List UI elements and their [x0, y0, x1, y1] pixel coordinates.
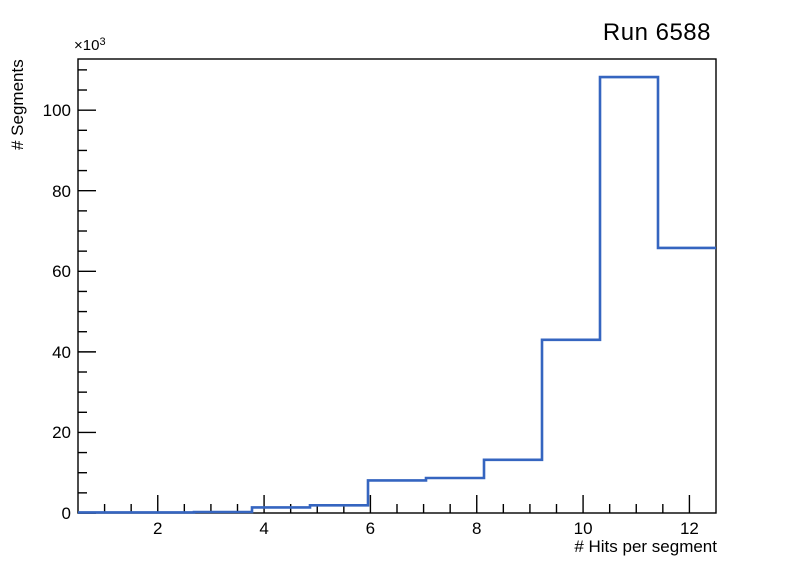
histogram-step-line — [78, 75, 716, 514]
x-tick-label-12: 12 — [679, 519, 699, 538]
x-tick-label-6: 6 — [365, 519, 376, 538]
x-tick-label-4: 4 — [259, 519, 269, 538]
x-axis-title: # Hits per segment — [574, 537, 717, 556]
plot-title: Run 6588 — [602, 19, 711, 46]
plot-frame — [77, 58, 717, 514]
y-axis-scale-exponent: 3 — [99, 36, 106, 48]
x-tick-label-8: 8 — [472, 519, 482, 538]
x-tick-label-10: 10 — [573, 519, 593, 538]
y-axis-scale-base: ×10 — [74, 37, 100, 54]
y-axis-scale-label: ×103 — [74, 36, 106, 54]
y-tick-label-100: 100 — [42, 101, 71, 121]
y-tick-label-60: 60 — [52, 262, 71, 282]
y-tick-label-0: 0 — [61, 504, 71, 523]
y-tick-label-20: 20 — [52, 423, 71, 443]
x-tick-label-2: 2 — [153, 519, 163, 538]
y-tick-label-80: 80 — [52, 181, 71, 201]
y-tick-label-40: 40 — [52, 342, 71, 362]
